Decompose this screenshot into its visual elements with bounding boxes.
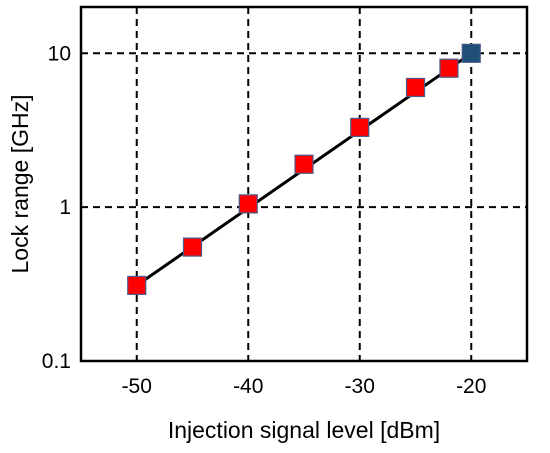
data-point: [182, 237, 203, 257]
x-tick-label: -40: [233, 375, 263, 398]
data-point: [294, 154, 314, 174]
data-point: [405, 77, 426, 98]
x-axis-label: Injection signal level [dBm]: [168, 417, 440, 443]
plot-frame: [79, 5, 529, 363]
data-point: [350, 117, 370, 137]
y-tick-label: 10: [48, 42, 71, 65]
y-tick-label: 0.1: [42, 350, 71, 373]
data-points: [127, 43, 481, 296]
data-point: [127, 275, 147, 296]
x-tick-label: -30: [345, 375, 375, 398]
x-tick-label: -50: [122, 375, 152, 398]
y-tick-labels: 0.1 1 10: [42, 42, 71, 373]
grid: [81, 7, 527, 361]
y-axis-label: Lock range [GHz]: [7, 95, 33, 274]
y-tick-label: 1: [59, 196, 71, 219]
data-point: [439, 58, 459, 78]
x-tick-label: -20: [456, 375, 486, 398]
data-point: [238, 194, 258, 214]
x-tick-labels: -50 -40 -30 -20: [122, 375, 487, 398]
data-point: [461, 43, 481, 63]
